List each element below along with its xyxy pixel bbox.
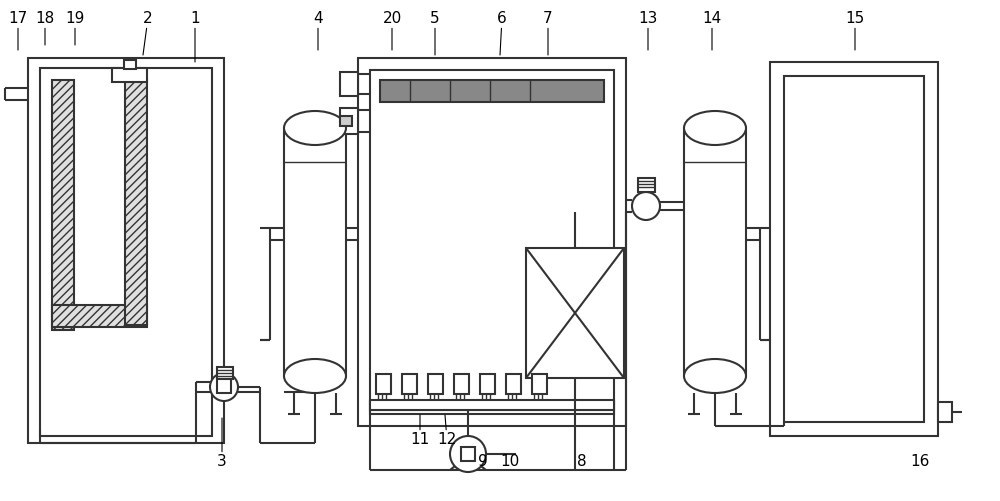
Bar — [770, 62, 938, 436]
Bar — [638, 178, 655, 192]
Bar — [125, 80, 147, 325]
Text: 9: 9 — [478, 454, 488, 469]
Bar — [684, 128, 746, 376]
Text: 2: 2 — [143, 11, 153, 55]
Bar — [217, 379, 231, 393]
Bar — [380, 80, 604, 102]
Bar — [358, 58, 626, 426]
Bar — [506, 374, 521, 394]
Bar — [376, 374, 391, 394]
Bar — [784, 76, 924, 422]
Bar — [28, 58, 224, 443]
Circle shape — [450, 436, 486, 472]
Ellipse shape — [684, 111, 746, 145]
Circle shape — [632, 192, 660, 220]
Bar — [340, 72, 358, 96]
Ellipse shape — [684, 359, 746, 393]
Text: 17: 17 — [8, 11, 28, 50]
Circle shape — [210, 373, 238, 401]
Text: 19: 19 — [65, 11, 85, 45]
Ellipse shape — [284, 359, 346, 393]
Text: 14: 14 — [702, 11, 722, 50]
Bar — [217, 367, 233, 379]
Bar — [938, 402, 952, 422]
Bar — [52, 305, 147, 327]
Bar — [340, 116, 352, 126]
Text: 20: 20 — [382, 11, 402, 50]
Bar — [40, 68, 212, 436]
Bar — [284, 128, 346, 376]
Bar — [370, 70, 614, 414]
Bar — [454, 374, 469, 394]
Text: 11: 11 — [410, 415, 430, 447]
Bar — [112, 68, 147, 82]
Text: 6: 6 — [497, 11, 507, 55]
Text: 3: 3 — [217, 418, 227, 469]
Text: 12: 12 — [437, 415, 457, 447]
Bar — [124, 60, 136, 69]
Text: 18: 18 — [35, 11, 55, 45]
Bar — [52, 80, 74, 330]
Bar — [461, 447, 475, 461]
Text: 13: 13 — [638, 11, 658, 50]
Text: 16: 16 — [910, 454, 930, 469]
Bar — [428, 374, 443, 394]
Polygon shape — [450, 456, 486, 470]
Text: 5: 5 — [430, 11, 440, 55]
Bar — [370, 400, 614, 410]
Text: 10: 10 — [500, 454, 520, 469]
Bar — [480, 374, 495, 394]
Text: 7: 7 — [543, 11, 553, 55]
Text: 1: 1 — [190, 11, 200, 62]
Text: 4: 4 — [313, 11, 323, 50]
Text: 8: 8 — [577, 454, 587, 469]
Ellipse shape — [284, 111, 346, 145]
Text: 15: 15 — [845, 11, 865, 50]
Bar — [340, 108, 358, 134]
Bar — [402, 374, 417, 394]
Bar — [532, 374, 547, 394]
Bar — [526, 248, 624, 378]
